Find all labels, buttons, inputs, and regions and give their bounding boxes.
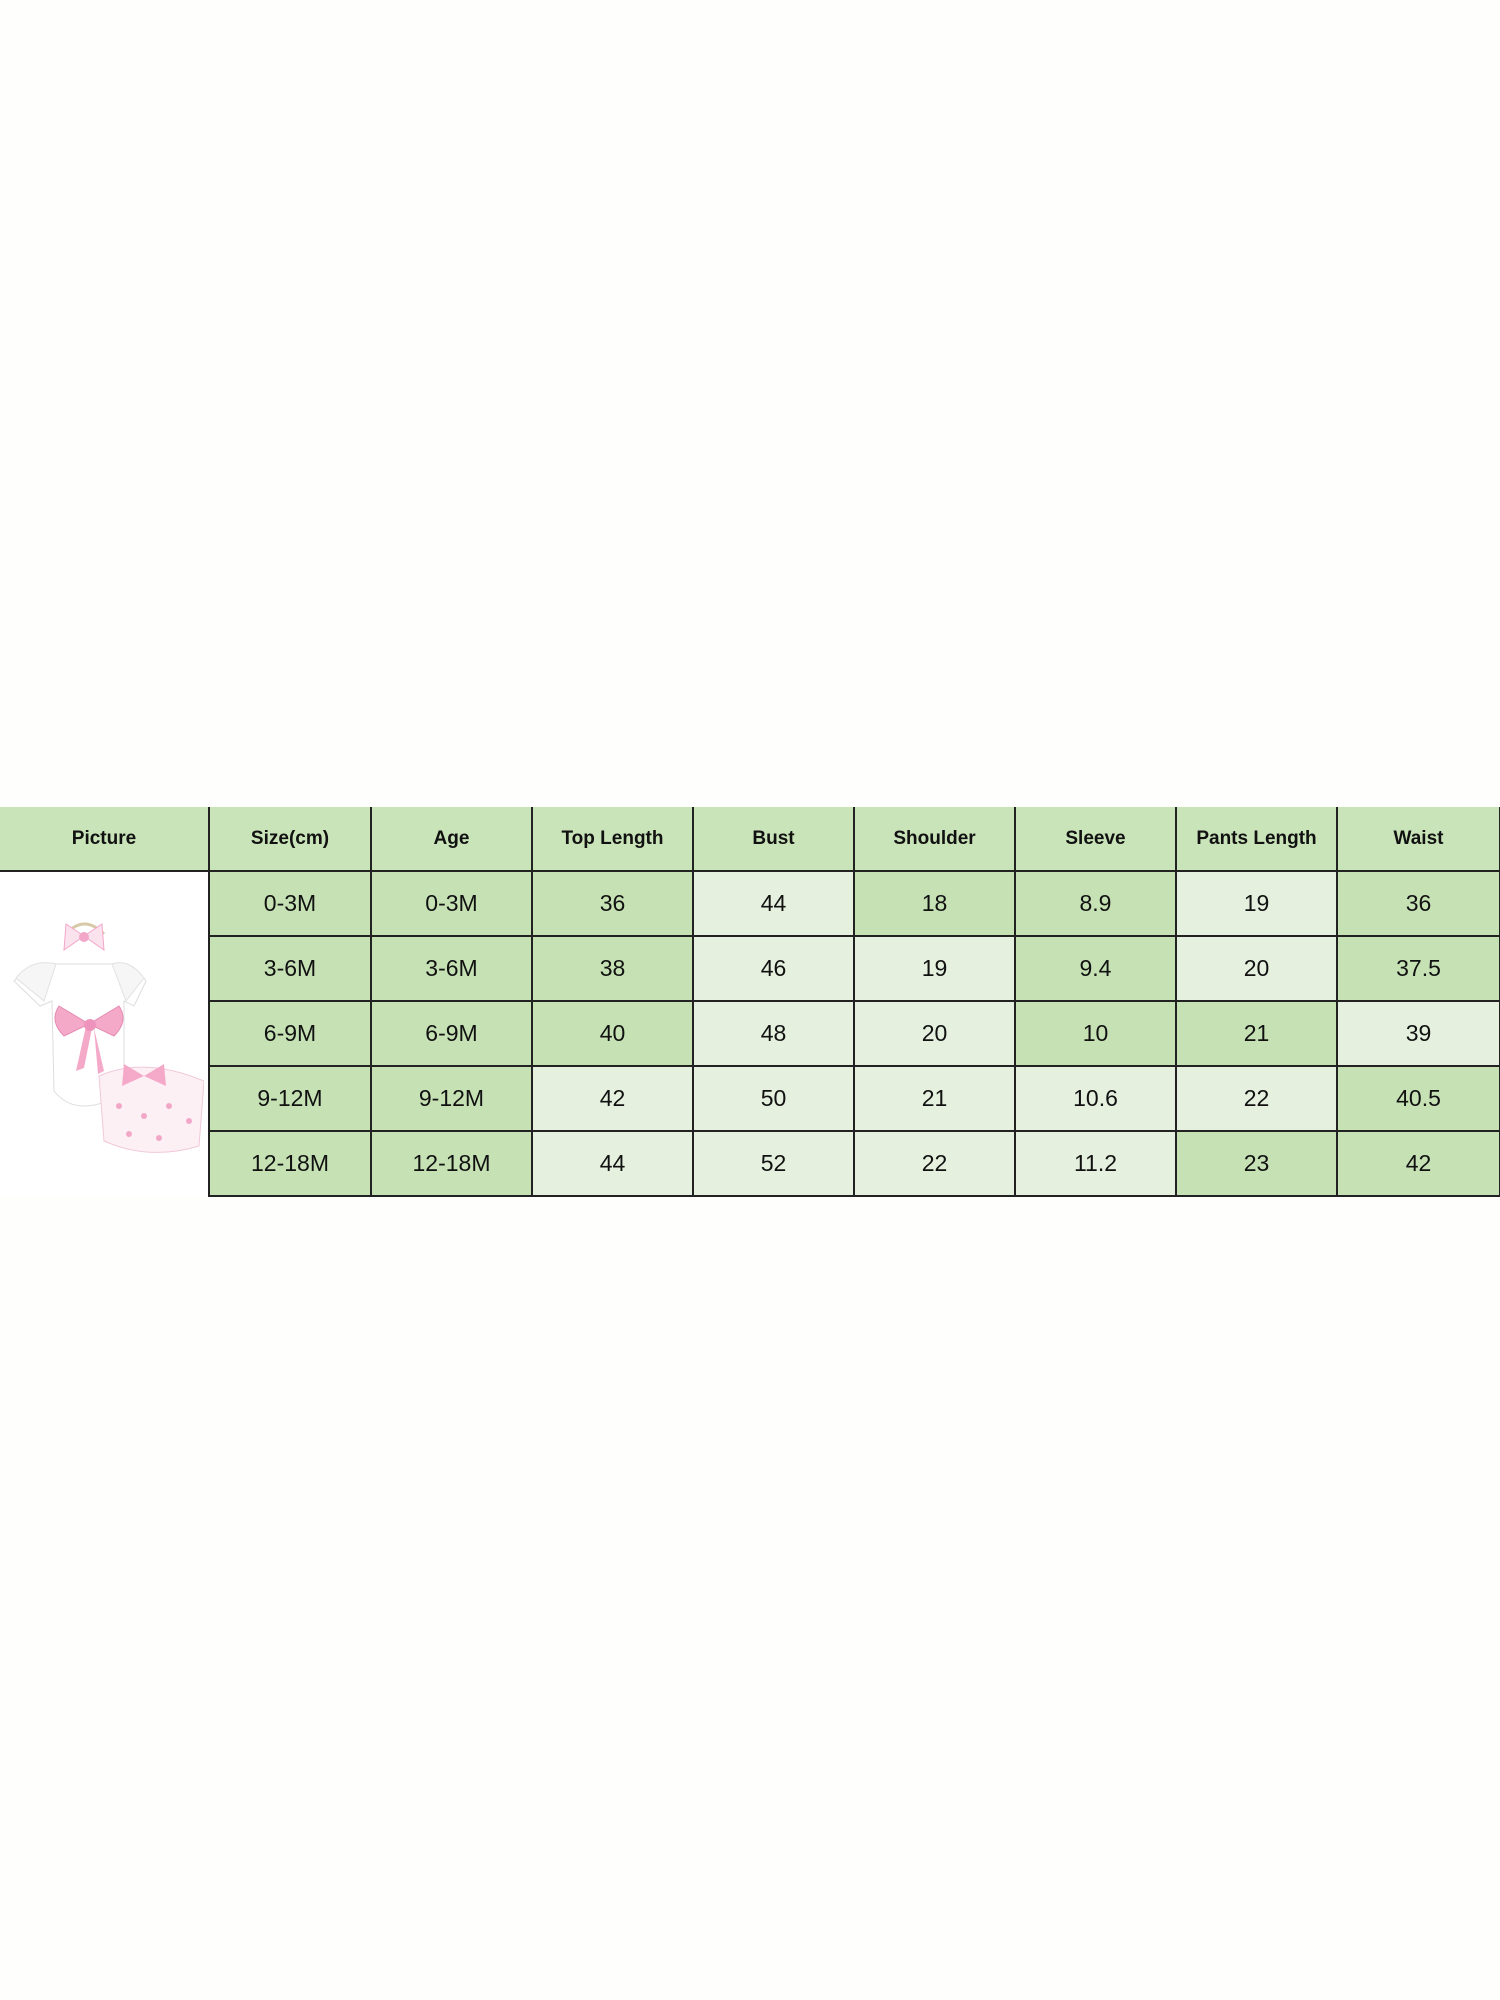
cell-top-length: 42 bbox=[531, 1065, 694, 1132]
header-row: Picture Size(cm) Age Top Length Bust Sho… bbox=[0, 807, 1500, 872]
cell-shoulder: 22 bbox=[853, 1130, 1016, 1197]
header-shoulder: Shoulder bbox=[853, 807, 1015, 872]
cell-pants-length: 23 bbox=[1175, 1130, 1338, 1197]
table-row: 0-3M 0-3M 36 44 18 8.9 19 36 bbox=[0, 870, 1500, 1196]
table-row: 12-18M 12-18M 44 52 22 11.2 23 42 bbox=[0, 1130, 1500, 1197]
cell-bust: 46 bbox=[692, 935, 855, 1002]
baby-outfit-picture bbox=[13, 922, 205, 1153]
cell-bust: 44 bbox=[692, 870, 855, 937]
cell-age: 9-12M bbox=[370, 1065, 533, 1132]
cell-shoulder: 20 bbox=[853, 1000, 1016, 1067]
header-pants-length: Pants Length bbox=[1175, 807, 1337, 872]
cell-waist: 42 bbox=[1336, 1130, 1500, 1197]
cell-pants-length: 19 bbox=[1175, 870, 1338, 937]
header-top-length: Top Length bbox=[531, 807, 693, 872]
cell-size: 12-18M bbox=[208, 1130, 372, 1197]
cell-size: 0-3M bbox=[208, 870, 372, 937]
size-table: Picture Size(cm) Age Top Length Bust Sho… bbox=[0, 807, 1500, 1197]
header-bust: Bust bbox=[692, 807, 854, 872]
cell-shoulder: 18 bbox=[853, 870, 1016, 937]
cell-age: 12-18M bbox=[370, 1130, 533, 1197]
header-waist: Waist bbox=[1336, 807, 1500, 872]
header-picture: Picture bbox=[0, 807, 209, 872]
cell-waist: 37.5 bbox=[1336, 935, 1500, 1002]
cell-size: 3-6M bbox=[208, 935, 372, 1002]
cell-pants-length: 22 bbox=[1175, 1065, 1338, 1132]
cell-top-length: 38 bbox=[531, 935, 694, 1002]
cell-sleeve: 11.2 bbox=[1014, 1130, 1177, 1197]
cell-waist: 36 bbox=[1336, 870, 1500, 937]
cell-bust: 52 bbox=[692, 1130, 855, 1197]
cell-sleeve: 10.6 bbox=[1014, 1065, 1177, 1132]
cell-bust: 48 bbox=[692, 1000, 855, 1067]
cell-pants-length: 21 bbox=[1175, 1000, 1338, 1067]
cell-bust: 50 bbox=[692, 1065, 855, 1132]
header-size: Size(cm) bbox=[208, 807, 371, 872]
header-sleeve: Sleeve bbox=[1014, 807, 1176, 872]
cell-shoulder: 19 bbox=[853, 935, 1016, 1002]
picture-cell bbox=[0, 871, 209, 1196]
cell-size: 9-12M bbox=[208, 1065, 372, 1132]
cell-age: 3-6M bbox=[370, 935, 533, 1002]
table-row: 6-9M 6-9M 40 48 20 10 21 39 bbox=[0, 1000, 1500, 1067]
cell-pants-length: 20 bbox=[1175, 935, 1338, 1002]
cell-sleeve: 10 bbox=[1014, 1000, 1177, 1067]
table-row: 9-12M 9-12M 42 50 21 10.6 22 40.5 bbox=[0, 1065, 1500, 1132]
cell-size: 6-9M bbox=[208, 1000, 372, 1067]
cell-waist: 39 bbox=[1336, 1000, 1500, 1067]
cell-sleeve: 8.9 bbox=[1014, 870, 1177, 937]
cell-top-length: 36 bbox=[531, 870, 694, 937]
header-age: Age bbox=[370, 807, 532, 872]
table-row: 3-6M 3-6M 38 46 19 9.4 20 37.5 bbox=[0, 935, 1500, 1002]
cell-top-length: 44 bbox=[531, 1130, 694, 1197]
cell-shoulder: 21 bbox=[853, 1065, 1016, 1132]
cell-sleeve: 9.4 bbox=[1014, 935, 1177, 1002]
cell-waist: 40.5 bbox=[1336, 1065, 1500, 1132]
cell-age: 0-3M bbox=[370, 870, 533, 937]
cell-age: 6-9M bbox=[370, 1000, 533, 1067]
size-chart: Picture Size(cm) Age Top Length Bust Sho… bbox=[0, 807, 1500, 1197]
cell-top-length: 40 bbox=[531, 1000, 694, 1067]
